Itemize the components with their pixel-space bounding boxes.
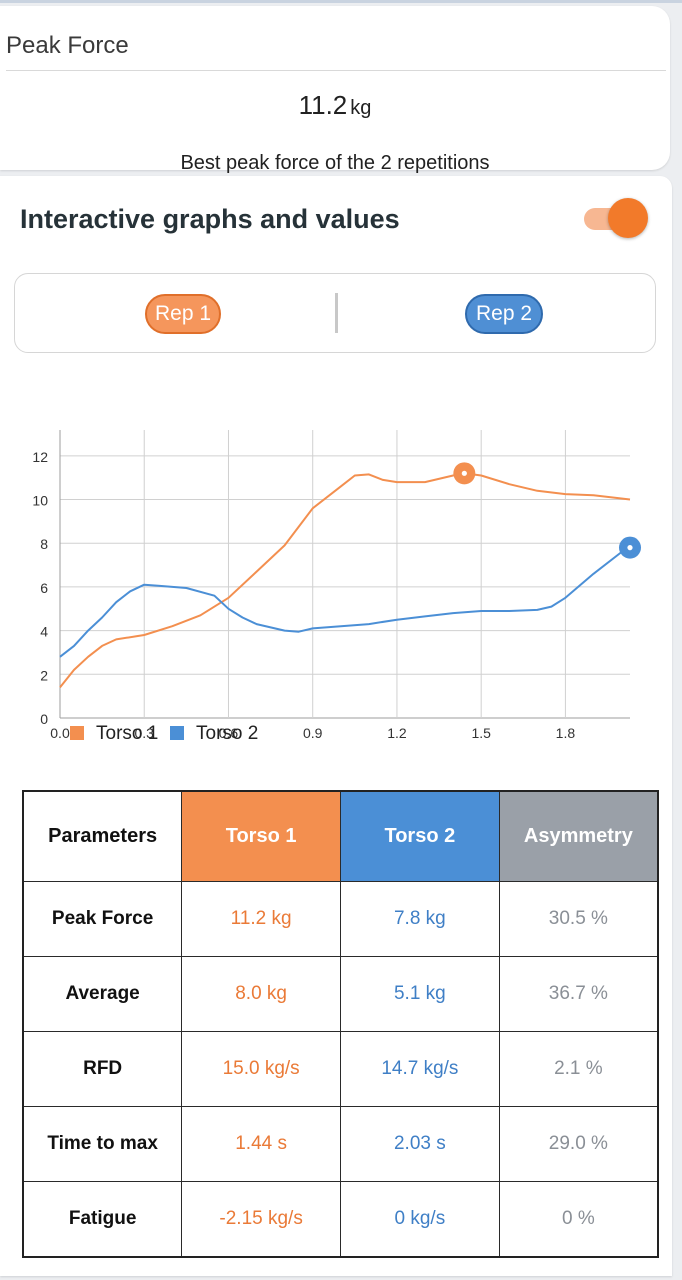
- parameter-name: Time to max: [22, 1106, 183, 1182]
- peak-force-card: Peak Force 11.2 kg Best peak force of the…: [0, 6, 670, 174]
- torso-2-value: 5.1 kg: [340, 956, 500, 1032]
- asymmetry-value: 29.0 %: [498, 1106, 659, 1182]
- torso-2-value: 14.7 kg/s: [340, 1031, 500, 1107]
- graphs-card: Interactive graphs and values Rep 1 Rep …: [0, 176, 672, 1276]
- torso-2-value: 7.8 kg: [340, 881, 500, 957]
- torso-1-value: 1.44 s: [181, 1106, 341, 1182]
- parameter-name: Fatigue: [22, 1181, 183, 1258]
- asymmetry-value: 30.5 %: [498, 881, 659, 957]
- section-title: Interactive graphs and values: [20, 204, 400, 234]
- header-torso-2: Torso 2: [340, 790, 500, 882]
- x-tick-label: 0.0: [50, 725, 70, 741]
- card-divider: [6, 70, 666, 71]
- x-tick-label: 1.2: [387, 725, 407, 741]
- series-line-1: [59, 472, 631, 689]
- parameter-name: RFD: [22, 1031, 183, 1107]
- torso-1-value: -2.15 kg/s: [181, 1181, 341, 1258]
- asymmetry-value: 36.7 %: [498, 956, 659, 1032]
- rep-selector: Rep 1 Rep 2: [14, 273, 656, 353]
- torso-1-value: 15.0 kg/s: [181, 1031, 341, 1107]
- y-tick-labels: 0 2 4 6 8 10 12: [32, 449, 48, 727]
- table-row: RFD 15.0 kg/s 14.7 kg/s 2.1 %: [22, 1031, 659, 1107]
- legend-label-1: Torso 1: [96, 723, 158, 744]
- y-tick-label: 4: [40, 624, 48, 640]
- x-tick-label: 0.6: [219, 725, 239, 741]
- chart-lines: [59, 472, 631, 689]
- chart-grid: [59, 430, 630, 719]
- graphs-toggle[interactable]: [582, 198, 648, 238]
- header-torso-1: Torso 1: [181, 790, 341, 882]
- rep-separator: [335, 293, 338, 333]
- chart-markers[interactable]: [453, 462, 641, 559]
- x-tick-label: 0.3: [135, 725, 155, 741]
- chart-legend: Torso 1 Torso 2: [70, 723, 258, 744]
- torso-1-value: 11.2 kg: [181, 881, 341, 957]
- y-tick-label: 10: [32, 493, 48, 509]
- header-parameters: Parameters: [22, 790, 183, 882]
- rep-1-button[interactable]: Rep 1: [145, 294, 221, 334]
- peak-force-title: Peak Force: [6, 32, 129, 59]
- parameter-name: Peak Force: [22, 881, 183, 957]
- peak-force-value: 11.2: [298, 90, 348, 120]
- parameter-name: Average: [22, 956, 183, 1032]
- torso-1-value: 8.0 kg: [181, 956, 341, 1032]
- toggle-knob: [608, 198, 648, 238]
- top-divider: [0, 0, 682, 3]
- parameters-table: Parameters Torso 1 Torso 2 Asymmetry Pea…: [22, 790, 659, 1258]
- header-asymmetry: Asymmetry: [498, 790, 659, 882]
- y-tick-label: 8: [40, 536, 48, 552]
- x-tick-label: 1.8: [556, 725, 576, 741]
- legend-label-2: Torso 2: [196, 723, 258, 744]
- rep-2-button[interactable]: Rep 2: [465, 294, 543, 334]
- table-row: Fatigue -2.15 kg/s 0 kg/s 0 %: [22, 1181, 659, 1258]
- peak-force-readout: 11.2 kg: [0, 90, 670, 121]
- x-tick-label: 1.5: [471, 725, 491, 741]
- y-tick-label: 2: [40, 667, 48, 683]
- torso-2-value: 0 kg/s: [340, 1181, 500, 1258]
- torso-2-value: 2.03 s: [340, 1106, 500, 1182]
- table-row: Peak Force 11.2 kg 7.8 kg 30.5 %: [22, 881, 659, 957]
- asymmetry-value: 2.1 %: [498, 1031, 659, 1107]
- peak-force-unit: kg: [350, 97, 372, 119]
- peak-marker-dot: [627, 545, 633, 551]
- legend-swatch-2: [170, 726, 184, 740]
- series-line-2: [59, 546, 631, 658]
- peak-marker-dot: [461, 470, 467, 476]
- legend-swatch-1: [70, 726, 84, 740]
- x-tick-label: 0.9: [303, 725, 323, 741]
- asymmetry-value: 0 %: [498, 1181, 659, 1258]
- y-tick-label: 6: [40, 580, 48, 596]
- y-tick-label: 12: [32, 449, 48, 465]
- table-header-row: Parameters Torso 1 Torso 2 Asymmetry: [22, 790, 659, 882]
- y-tick-label: 0: [40, 711, 48, 727]
- table-row: Average 8.0 kg 5.1 kg 36.7 %: [22, 956, 659, 1032]
- x-tick-labels: 0.0 0.3 0.6 0.9 1.2 1.5 1.8: [50, 725, 575, 741]
- peak-force-caption: Best peak force of the 2 repetitions: [180, 152, 490, 174]
- table-row: Time to max 1.44 s 2.03 s 29.0 %: [22, 1106, 659, 1182]
